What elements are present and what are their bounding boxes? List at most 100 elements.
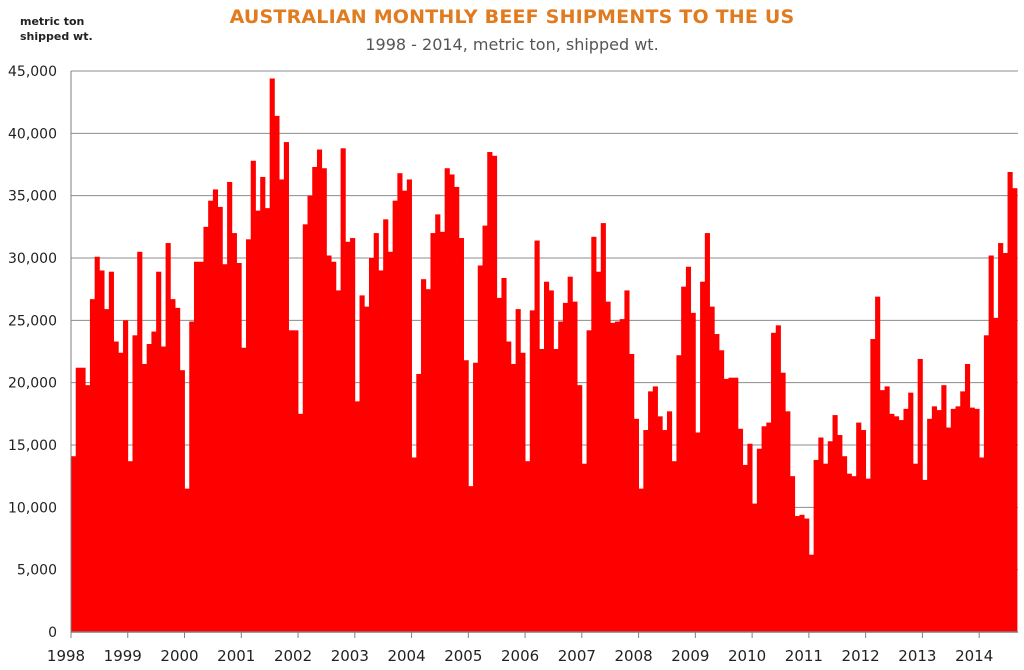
bar <box>534 240 540 633</box>
bar <box>657 416 663 632</box>
bar <box>619 319 625 632</box>
bar <box>894 416 900 632</box>
bar <box>246 239 252 633</box>
bar <box>416 373 422 632</box>
bar <box>449 174 455 632</box>
x-tick-label: 2004 <box>387 647 425 665</box>
x-tick-label: 2006 <box>501 647 539 665</box>
bar <box>529 310 535 632</box>
bar <box>714 334 720 632</box>
bar <box>222 264 228 632</box>
bar <box>189 321 195 632</box>
bar <box>823 463 829 632</box>
bar <box>903 408 909 632</box>
bar <box>203 226 209 632</box>
bar <box>827 441 833 632</box>
bar <box>558 321 564 632</box>
bar <box>354 401 360 632</box>
bar <box>671 461 677 632</box>
bar <box>709 306 715 632</box>
bar <box>113 341 119 632</box>
bar <box>208 200 214 632</box>
bar <box>350 238 356 633</box>
bar <box>983 335 990 632</box>
x-tick-label: 2009 <box>671 647 709 665</box>
bar <box>506 341 512 632</box>
x-tick-label: 2007 <box>558 647 596 665</box>
bar <box>875 296 881 632</box>
bar <box>217 206 223 632</box>
bar <box>643 430 649 632</box>
bar <box>870 339 876 632</box>
bar <box>766 422 772 632</box>
bar <box>279 179 285 632</box>
bar <box>444 168 450 633</box>
bar <box>638 488 644 632</box>
bar <box>946 427 952 632</box>
bar <box>326 255 332 632</box>
bar <box>269 78 275 633</box>
bar <box>704 233 710 632</box>
bar <box>544 281 550 632</box>
x-tick-label: 2013 <box>898 647 936 665</box>
x-tick-label: 2012 <box>842 647 880 665</box>
bar <box>198 261 204 632</box>
bar <box>974 408 980 632</box>
bar <box>250 160 256 632</box>
bar <box>104 309 110 632</box>
y-tick-label: 0 <box>48 625 57 641</box>
bar <box>931 406 937 632</box>
bar <box>889 413 895 632</box>
y-tick-labels: 0 5,000 10,000 15,000 20,000 25,000 30,000 35,0… <box>8 64 57 641</box>
bar <box>94 256 100 632</box>
axes <box>70 71 1018 638</box>
bar <box>600 223 606 632</box>
x-tick-label: 2003 <box>331 647 369 665</box>
bar <box>454 186 460 632</box>
bar <box>629 353 635 632</box>
bar <box>89 299 96 632</box>
bar <box>373 233 379 632</box>
bar <box>950 408 956 632</box>
bar <box>335 290 342 632</box>
bar <box>439 231 446 632</box>
bar <box>771 332 777 632</box>
x-tick-labels: 1998 1999 2000 2001 2002 2003 2004 2005 2006 2007… <box>47 647 993 665</box>
y-tick-label: 25,000 <box>8 313 57 329</box>
bar <box>539 349 545 632</box>
y-tick-label: 15,000 <box>8 438 57 454</box>
bar <box>567 276 573 632</box>
bar <box>662 430 668 632</box>
bar <box>553 349 559 632</box>
bar <box>676 355 682 632</box>
bar <box>865 478 871 632</box>
bar <box>312 166 318 633</box>
y-axis-unit-label: metric ton shipped wt. <box>20 15 93 43</box>
bar <box>851 476 857 632</box>
bar <box>411 457 417 632</box>
bar <box>780 372 786 632</box>
bar <box>818 437 824 632</box>
bar <box>179 370 185 632</box>
bar <box>908 392 914 632</box>
bar <box>402 190 408 632</box>
bar <box>510 363 517 632</box>
bar <box>752 503 758 632</box>
bar <box>491 155 498 632</box>
bar <box>241 347 247 632</box>
x-tick-label: 2001 <box>217 647 255 665</box>
bar <box>562 302 569 632</box>
bar <box>236 262 242 632</box>
bar <box>468 486 474 632</box>
y-tick-label: 30,000 <box>8 251 57 267</box>
bar <box>515 309 521 632</box>
bar <box>146 344 152 632</box>
bar <box>927 418 933 632</box>
bar <box>719 350 725 632</box>
bar <box>255 210 261 632</box>
bar <box>421 279 427 632</box>
bar <box>846 473 852 632</box>
bar <box>383 219 389 632</box>
bar <box>610 322 616 632</box>
bar <box>520 352 526 632</box>
